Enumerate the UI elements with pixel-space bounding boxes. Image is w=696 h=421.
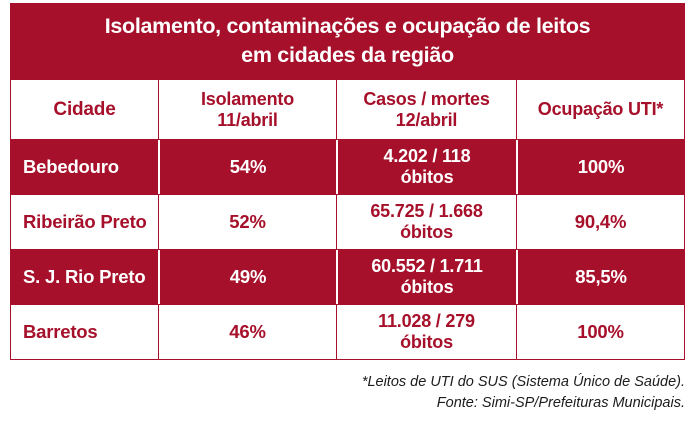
cell-casos-mortes-line1: 4.202 / 118 (383, 146, 471, 167)
footnote-uti-source: *Leitos de UTI do SUS (Sistema Único de … (361, 374, 685, 390)
footnotes: *Leitos de UTI do SUS (Sistema Único de … (25, 372, 685, 413)
table-title-banner: Isolamento, contaminações e ocupação de … (10, 3, 685, 81)
column-header-ocupacao-uti: Ocupação UTI* (516, 80, 684, 140)
column-header-isolamento: Isolamento 11/abril (158, 80, 336, 140)
cell-ocupacao-uti: 85,5% (516, 250, 684, 305)
column-header-isolamento-line1: Isolamento (200, 89, 295, 110)
table-header-row: Cidade Isolamento 11/abril Casos / morte… (10, 80, 685, 141)
footnote-data-source: Fonte: Simi-SP/Prefeituras Municipais. (436, 394, 685, 411)
data-table: Isolamento, contaminações e ocupação de … (10, 3, 685, 361)
column-header-isolamento-line2: 11/abril (217, 109, 278, 130)
cell-isolamento: 46% (158, 305, 336, 360)
cell-ocupacao-uti: 90,4% (516, 195, 684, 250)
cell-casos-mortes: 65.725 / 1.668 óbitos (336, 195, 516, 250)
table-row: Bebedouro 54% 4.202 / 118 óbitos 100% (10, 140, 685, 196)
cell-cidade: Bebedouro (23, 156, 119, 178)
cell-isolamento: 49% (158, 250, 336, 305)
title-line-1: Isolamento, contaminações e ocupação de … (104, 14, 591, 38)
cell-casos-mortes-line2: óbitos (400, 167, 454, 188)
cell-cidade: Ribeirão Preto (23, 211, 147, 233)
cell-casos-mortes-line2: óbitos (400, 332, 453, 353)
title-line-2: em cidades da região (241, 42, 454, 67)
cell-ocupacao-uti: 100% (516, 305, 684, 360)
table-row: Barretos 46% 11.028 / 279 óbitos 100% (10, 305, 685, 361)
cell-casos-mortes-line1: 60.552 / 1.711 (371, 256, 483, 277)
cell-casos-mortes: 4.202 / 118 óbitos (336, 140, 516, 195)
column-header-casos-mortes-line2: 12/abril (395, 109, 458, 130)
table-row: S. J. Rio Preto 49% 60.552 / 1.711 óbito… (10, 250, 685, 306)
cell-casos-mortes-line2: óbitos (400, 222, 453, 243)
column-header-cidade: Cidade (11, 80, 158, 139)
column-header-cidade-line1: Cidade (53, 98, 116, 120)
cell-cidade: S. J. Rio Preto (23, 266, 146, 288)
cell-ocupacao-uti: 100% (516, 140, 684, 195)
cell-casos-mortes: 11.028 / 279 óbitos (336, 305, 516, 360)
column-header-casos-mortes: Casos / mortes 12/abril (336, 80, 516, 140)
cell-casos-mortes-line2: óbitos (400, 277, 454, 298)
cell-casos-mortes-line1: 11.028 / 279 (378, 311, 475, 332)
cell-casos-mortes-line1: 65.725 / 1.668 (370, 201, 483, 222)
table-row: Ribeirão Preto 52% 65.725 / 1.668 óbitos… (10, 195, 685, 251)
column-header-ocupacao-uti-line1: Ocupação UTI* (537, 99, 664, 120)
cell-isolamento: 54% (158, 140, 336, 195)
cell-casos-mortes: 60.552 / 1.711 óbitos (336, 250, 516, 305)
cell-isolamento: 52% (158, 195, 336, 250)
cell-cidade: Barretos (23, 321, 98, 343)
column-header-casos-mortes-line1: Casos / mortes (363, 89, 490, 110)
